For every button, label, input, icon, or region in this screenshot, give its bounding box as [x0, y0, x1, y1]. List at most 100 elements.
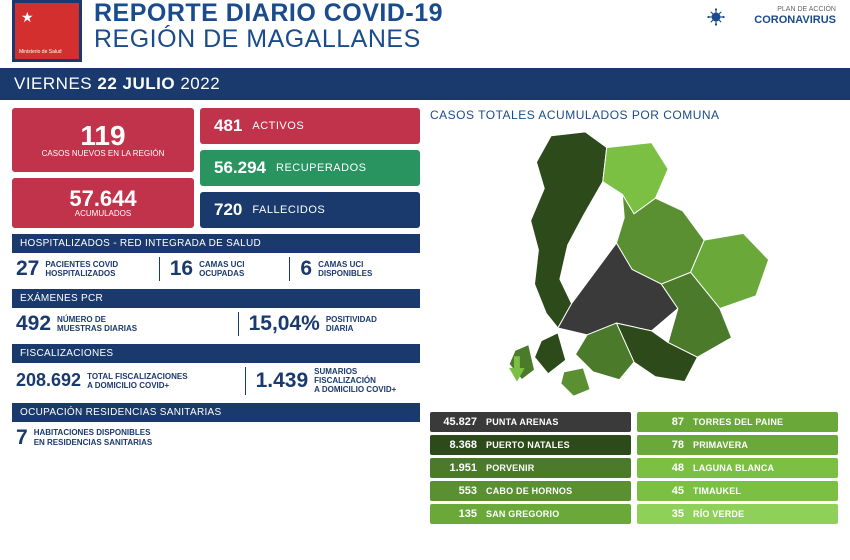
date-bar: VIERNES 22 JULIO 2022	[0, 68, 850, 100]
pcr-title: EXÁMENES PCR	[12, 289, 420, 308]
fisc-val-1: 1.439	[256, 369, 309, 393]
map-region	[561, 368, 590, 396]
stat-deaths: 720 FALLECIDOS	[200, 192, 420, 228]
header: ★ Ministerio de Salud REPORTE DIARIO COV…	[0, 0, 850, 68]
hospital-val-2: 6	[300, 257, 312, 281]
comuna-name: PRIMAVERA	[689, 440, 748, 450]
hospital-lbl-2: CAMAS UCIDISPONIBLES	[318, 260, 372, 278]
comuna-name: TORRES DEL PAINE	[689, 417, 783, 427]
corona-badge: PLAN DE ACCIÓN CORONAVIRUS	[754, 6, 836, 26]
date-day-num: 22	[97, 74, 117, 93]
fisc-val-0: 208.692	[16, 370, 81, 391]
comuna-name: CABO DE HORNOS	[482, 486, 572, 496]
comuna-name: TIMAUKEL	[689, 486, 741, 496]
active-label: ACTIVOS	[252, 120, 304, 132]
stat-active: 481 ACTIVOS	[200, 108, 420, 144]
comuna-chip: 553CABO DE HORNOS	[430, 481, 631, 501]
hospital-lbl-0: PACIENTES COVIDHOSPITALIZADOS	[45, 260, 118, 278]
pcr-val-1: 15,04%	[249, 312, 320, 336]
title-line2: REGIÓN DE MAGALLANES	[94, 26, 838, 52]
fisc-lbl-0: TOTAL FISCALIZACIONESA DOMICILIO COVID+	[87, 372, 187, 390]
hospital-val-1: 16	[170, 257, 193, 281]
deaths-label: FALLECIDOS	[252, 204, 325, 216]
resid-title: OCUPACIÓN RESIDENCIAS SANITARIAS	[12, 403, 420, 422]
resid-lbl-0: HABITACIONES DISPONIBLESEN RESIDENCIAS S…	[34, 428, 153, 446]
hospital-cell-2: 6 CAMAS UCIDISPONIBLES	[289, 257, 420, 281]
comuna-value: 35	[637, 508, 689, 520]
date-month: JULIO	[123, 74, 176, 93]
stat-accumulated: 57.644 ACUMULADOS	[12, 178, 194, 228]
comuna-value: 48	[637, 462, 689, 474]
accumulated-label: ACUMULADOS	[75, 210, 131, 219]
fisc-lbl-1: SUMARIOSFISCALIZACIÓNA DOMICILIO COVID+	[314, 367, 396, 395]
active-value: 481	[214, 116, 242, 136]
comuna-value: 135	[430, 508, 482, 520]
comuna-value: 78	[637, 439, 689, 451]
region-map	[430, 128, 838, 406]
right-column: CASOS TOTALES ACUMULADOS POR COMUNA 45.8…	[430, 108, 838, 524]
resid-cell-0: 7 HABITACIONES DISPONIBLESEN RESIDENCIAS…	[12, 426, 156, 450]
comuna-chip: 45.827PUNTA ARENAS	[430, 412, 631, 432]
map-area	[430, 128, 838, 406]
resid-val-0: 7	[16, 426, 28, 450]
comuna-chip: 35RÍO VERDE	[637, 504, 838, 524]
comuna-value: 1.951	[430, 462, 482, 474]
hospital-lbl-1: CAMAS UCIOCUPADAS	[199, 260, 244, 278]
comuna-name: SAN GREGORIO	[482, 509, 559, 519]
secondary-stats: 481 ACTIVOS 56.294 RECUPERADOS 720 FALLE…	[200, 108, 420, 228]
comuna-value: 553	[430, 485, 482, 497]
fisc-title: FISCALIZACIONES	[12, 344, 420, 363]
stat-new-cases: 119 CASOS NUEVOS EN LA REGIÓN	[12, 108, 194, 172]
ministry-logo: ★ Ministerio de Salud	[12, 0, 82, 62]
left-column: 119 CASOS NUEVOS EN LA REGIÓN 57.644 ACU…	[12, 108, 420, 524]
top-stats: 119 CASOS NUEVOS EN LA REGIÓN 57.644 ACU…	[12, 108, 420, 228]
new-cases-label: CASOS NUEVOS EN LA REGIÓN	[42, 150, 165, 159]
hospital-val-0: 27	[16, 257, 39, 281]
comuna-chip: 78PRIMAVERA	[637, 435, 838, 455]
new-cases-value: 119	[80, 122, 125, 150]
pcr-lbl-1: POSITIVIDADDIARIA	[326, 315, 377, 333]
hospital-cell-1: 16 CAMAS UCIOCUPADAS	[159, 257, 290, 281]
fisc-cell-0: 208.692 TOTAL FISCALIZACIONESA DOMICILIO…	[12, 370, 245, 391]
hospital-title: HOSPITALIZADOS - RED INTEGRADA DE SALUD	[12, 234, 420, 253]
pcr-cell-1: 15,04% POSITIVIDADDIARIA	[238, 312, 420, 336]
fisc-cell-1: 1.439 SUMARIOSFISCALIZACIÓNA DOMICILIO C…	[245, 367, 420, 395]
stat-recovered: 56.294 RECUPERADOS	[200, 150, 420, 186]
comuna-col-left: 45.827PUNTA ARENAS8.368PUERTO NATALES1.9…	[430, 412, 631, 524]
primary-stats: 119 CASOS NUEVOS EN LA REGIÓN 57.644 ACU…	[12, 108, 194, 228]
comuna-name: RÍO VERDE	[689, 509, 744, 519]
recovered-value: 56.294	[214, 158, 266, 178]
comuna-chip: 87TORRES DEL PAINE	[637, 412, 838, 432]
pcr-row: 492 NÚMERO DEMUESTRAS DIARIAS 15,04% POS…	[12, 312, 420, 336]
comuna-value: 45.827	[430, 416, 482, 428]
report-container: ★ Ministerio de Salud REPORTE DIARIO COV…	[0, 0, 850, 560]
comuna-value: 45	[637, 485, 689, 497]
title-line1: REPORTE DIARIO COVID-19	[94, 0, 838, 26]
pcr-lbl-0: NÚMERO DEMUESTRAS DIARIAS	[57, 315, 137, 333]
hospital-row: 27 PACIENTES COVIDHOSPITALIZADOS 16 CAMA…	[12, 257, 420, 281]
logo-star-icon: ★	[21, 9, 34, 26]
corona-line1: PLAN DE ACCIÓN	[754, 6, 836, 14]
comuna-chip: 45TIMAUKEL	[637, 481, 838, 501]
map-region	[535, 333, 566, 374]
comuna-value: 87	[637, 416, 689, 428]
resid-row: 7 HABITACIONES DISPONIBLESEN RESIDENCIAS…	[12, 426, 420, 450]
comuna-chip: 135SAN GREGORIO	[430, 504, 631, 524]
header-titles: REPORTE DIARIO COVID-19 REGIÓN DE MAGALL…	[94, 0, 838, 53]
accumulated-value: 57.644	[69, 188, 136, 210]
comuna-chip: 48LAGUNA BLANCA	[637, 458, 838, 478]
comuna-title: CASOS TOTALES ACUMULADOS POR COMUNA	[430, 108, 838, 122]
pcr-cell-0: 492 NÚMERO DEMUESTRAS DIARIAS	[12, 312, 238, 336]
comuna-name: PORVENIR	[482, 463, 534, 473]
recovered-label: RECUPERADOS	[276, 162, 366, 174]
date-year: 2022	[180, 74, 220, 93]
comuna-chip: 1.951PORVENIR	[430, 458, 631, 478]
fisc-row: 208.692 TOTAL FISCALIZACIONESA DOMICILIO…	[12, 367, 420, 395]
comuna-col-right: 87TORRES DEL PAINE 78PRIMAVERA 48LAGUNA BL…	[637, 412, 838, 524]
coronavirus-icon	[707, 8, 725, 26]
comuna-value: 8.368	[430, 439, 482, 451]
logo-text: Ministerio de Salud	[19, 50, 75, 56]
date-day-name: VIERNES	[14, 74, 92, 93]
main-content: 119 CASOS NUEVOS EN LA REGIÓN 57.644 ACU…	[0, 100, 850, 524]
hospital-cell-0: 27 PACIENTES COVIDHOSPITALIZADOS	[12, 257, 159, 281]
